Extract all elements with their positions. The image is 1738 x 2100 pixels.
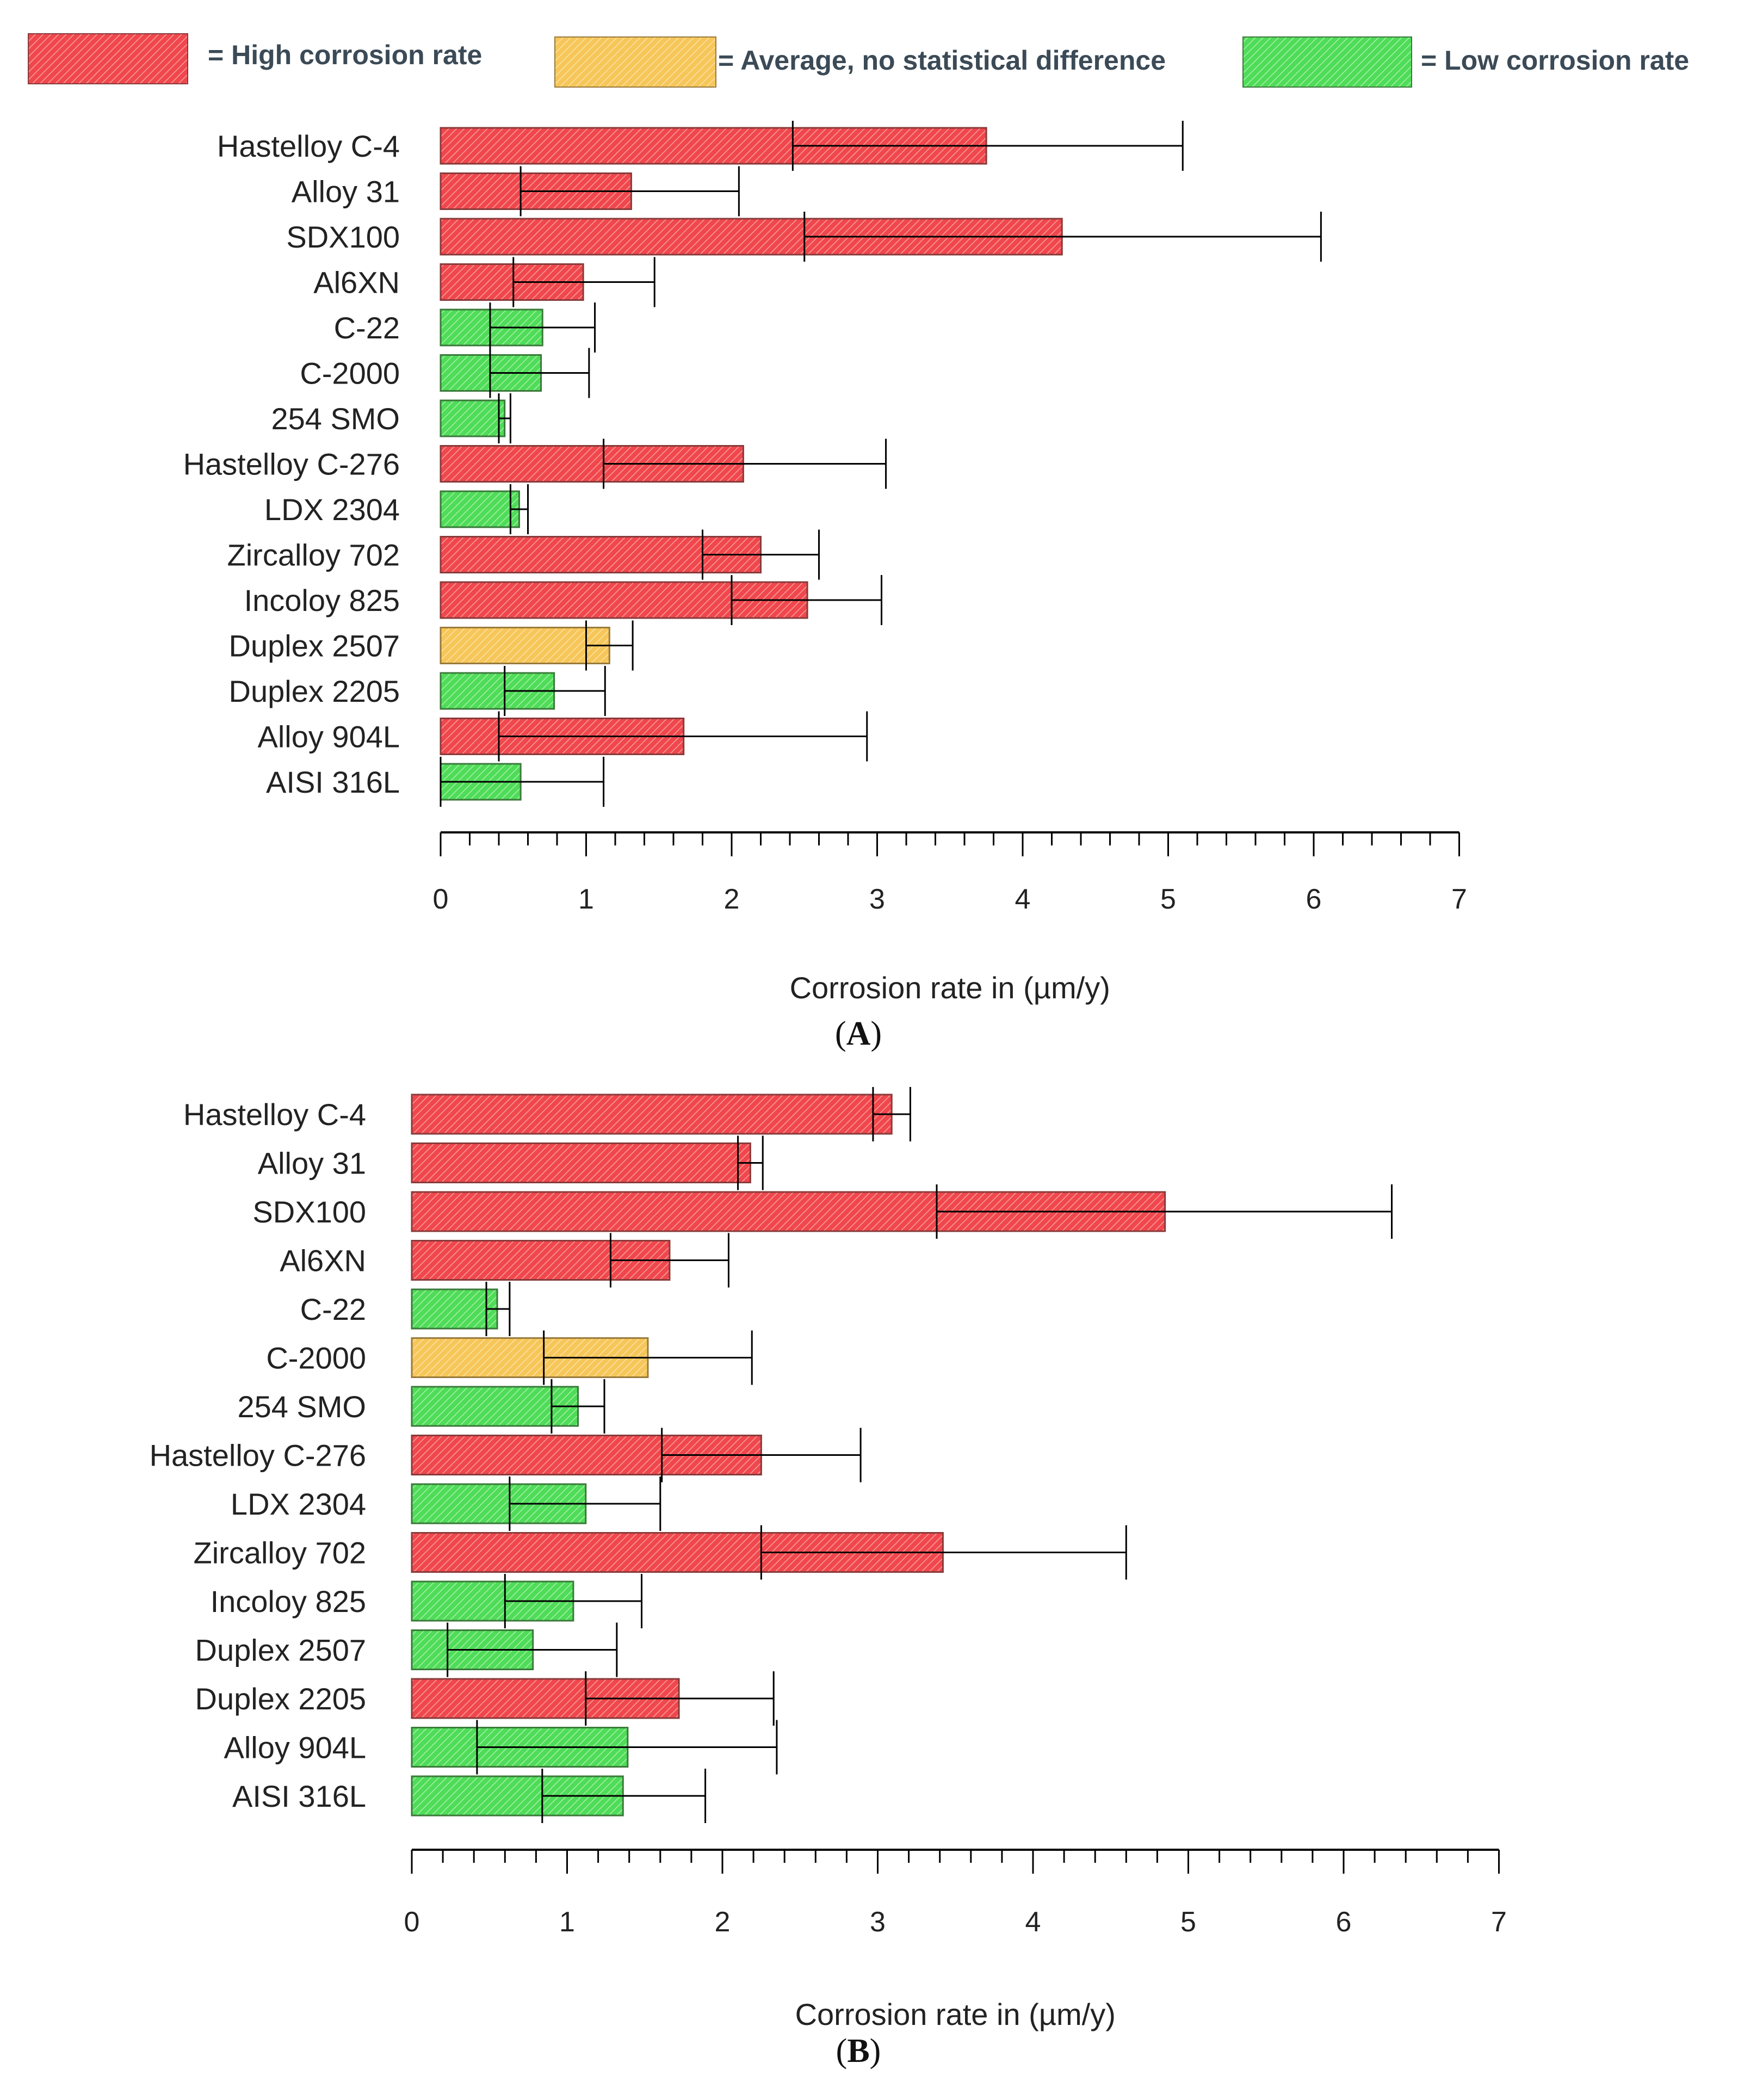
- category-label: Alloy 31: [258, 1146, 366, 1181]
- legend-label-average: = Average, no statistical difference: [718, 45, 1166, 76]
- x-tick-label: 5: [1180, 1906, 1196, 1938]
- category-label: Hastelloy C-276: [183, 447, 400, 481]
- category-label: Alloy 31: [292, 175, 400, 209]
- category-label: LDX 2304: [231, 1487, 366, 1521]
- category-label: Zircalloy 702: [227, 538, 400, 572]
- bar-average: [440, 627, 610, 664]
- legend-swatch-high: [28, 33, 188, 84]
- category-label: Duplex 2205: [229, 674, 400, 708]
- category-label: C-2000: [266, 1341, 366, 1375]
- bar-high: [411, 1678, 680, 1719]
- bar-low: [411, 1288, 498, 1330]
- category-label: Hastelloy C-4: [183, 1097, 366, 1132]
- category-label: SDX100: [252, 1195, 366, 1229]
- category-label: Al6XN: [280, 1244, 366, 1278]
- category-label: Incoloy 825: [211, 1584, 366, 1619]
- legend-swatch-average: [554, 36, 716, 88]
- x-tick-label: 6: [1306, 884, 1322, 915]
- panel-b-label: (B): [836, 2033, 881, 2070]
- x-tick-label: 1: [559, 1906, 575, 1938]
- x-tick-label: 3: [869, 884, 885, 915]
- category-label: 254 SMO: [271, 402, 400, 436]
- x-tick-label: 2: [715, 1906, 731, 1938]
- panel-a-chart: Hastelloy C-4 Alloy 31 SDX100 Al6XN C-22 C-20…: [183, 121, 1467, 1005]
- category-label: Duplex 2507: [229, 629, 400, 663]
- x-tick-label: 4: [1025, 1906, 1041, 1938]
- category-label: Zircalloy 702: [194, 1536, 366, 1570]
- category-label: Duplex 2507: [195, 1633, 366, 1667]
- x-tick-label: 3: [870, 1906, 886, 1938]
- category-label: LDX 2304: [264, 492, 400, 527]
- legend-swatch-low: [1242, 36, 1412, 88]
- category-label: C-22: [300, 1292, 366, 1326]
- x-tick-label: 1: [578, 884, 594, 915]
- legend-label-low: = Low corrosion rate: [1421, 45, 1689, 76]
- legend: = High corrosion rate = Average, no stat…: [28, 33, 1689, 88]
- panel-b-chart: Hastelloy C-4 Alloy 31 SDX100 Al6XN C-22 C-20…: [150, 1087, 1507, 2031]
- category-label: Alloy 904L: [257, 720, 400, 754]
- legend-label-high: = High corrosion rate: [208, 40, 482, 70]
- bar-low: [440, 399, 506, 437]
- category-label: Al6XN: [313, 265, 400, 300]
- x-tick-label: 7: [1451, 884, 1467, 915]
- panel-a-label: (A): [835, 1015, 882, 1052]
- x-tick-label: 0: [433, 884, 449, 915]
- x-tick-label: 7: [1491, 1906, 1507, 1938]
- category-label: SDX100: [286, 220, 400, 254]
- category-label: C-22: [334, 311, 400, 345]
- category-label: AISI 316L: [232, 1779, 366, 1813]
- category-label: Hastelloy C-4: [217, 129, 400, 163]
- category-label: Duplex 2205: [195, 1682, 366, 1716]
- x-tick-label: 2: [724, 884, 740, 915]
- category-label: Incoloy 825: [244, 583, 400, 617]
- x-axis-title: Corrosion rate in (µm/y): [795, 1997, 1116, 2031]
- category-label: Alloy 904L: [224, 1731, 366, 1765]
- bar-high: [411, 1435, 762, 1475]
- category-label: AISI 316L: [266, 765, 400, 799]
- x-tick-label: 6: [1336, 1906, 1352, 1938]
- category-label: Hastelloy C-276: [150, 1438, 366, 1473]
- bar-high: [411, 1094, 893, 1135]
- x-tick-label: 0: [404, 1906, 420, 1938]
- bar-high: [411, 1142, 751, 1183]
- category-label: C-2000: [300, 356, 400, 391]
- category-label: 254 SMO: [237, 1389, 366, 1424]
- bar-low: [440, 490, 520, 528]
- x-tick-label: 4: [1015, 884, 1031, 915]
- x-axis-title: Corrosion rate in (µm/y): [790, 971, 1110, 1005]
- x-tick-label: 5: [1160, 884, 1176, 915]
